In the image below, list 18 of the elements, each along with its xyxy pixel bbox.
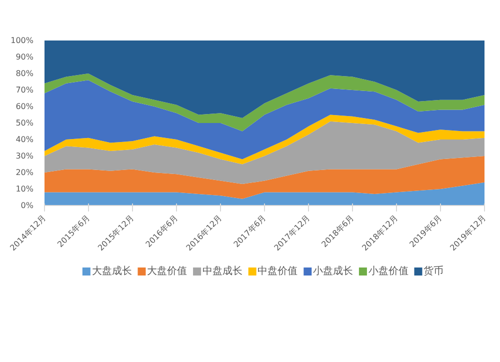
legend-label: 中盘价值 (258, 265, 298, 277)
legend-label: 中盘成长 (202, 265, 242, 277)
y-tick-label: 90% (16, 52, 34, 62)
y-tick-label: 10% (16, 184, 34, 194)
legend-label: 大盘价值 (147, 265, 188, 277)
y-tick-label: 70% (16, 86, 34, 94)
y-tick-label: 100% (10, 36, 34, 45)
y-tick-label: 50% (16, 118, 34, 128)
y-tick-label: 20% (16, 168, 34, 177)
legend-label: 货币 (424, 265, 444, 277)
legend-label: 小盘成长 (312, 265, 353, 277)
y-tick-label: 40% (16, 135, 34, 144)
y-tick-label: 0% (20, 201, 34, 210)
y-tick-label: 80% (16, 69, 34, 78)
legend-label: 小盘价值 (368, 265, 408, 277)
y-tick-label: 30% (16, 152, 34, 160)
legend-label: 大盘成长 (92, 265, 132, 277)
y-tick-label: 60% (16, 102, 34, 111)
